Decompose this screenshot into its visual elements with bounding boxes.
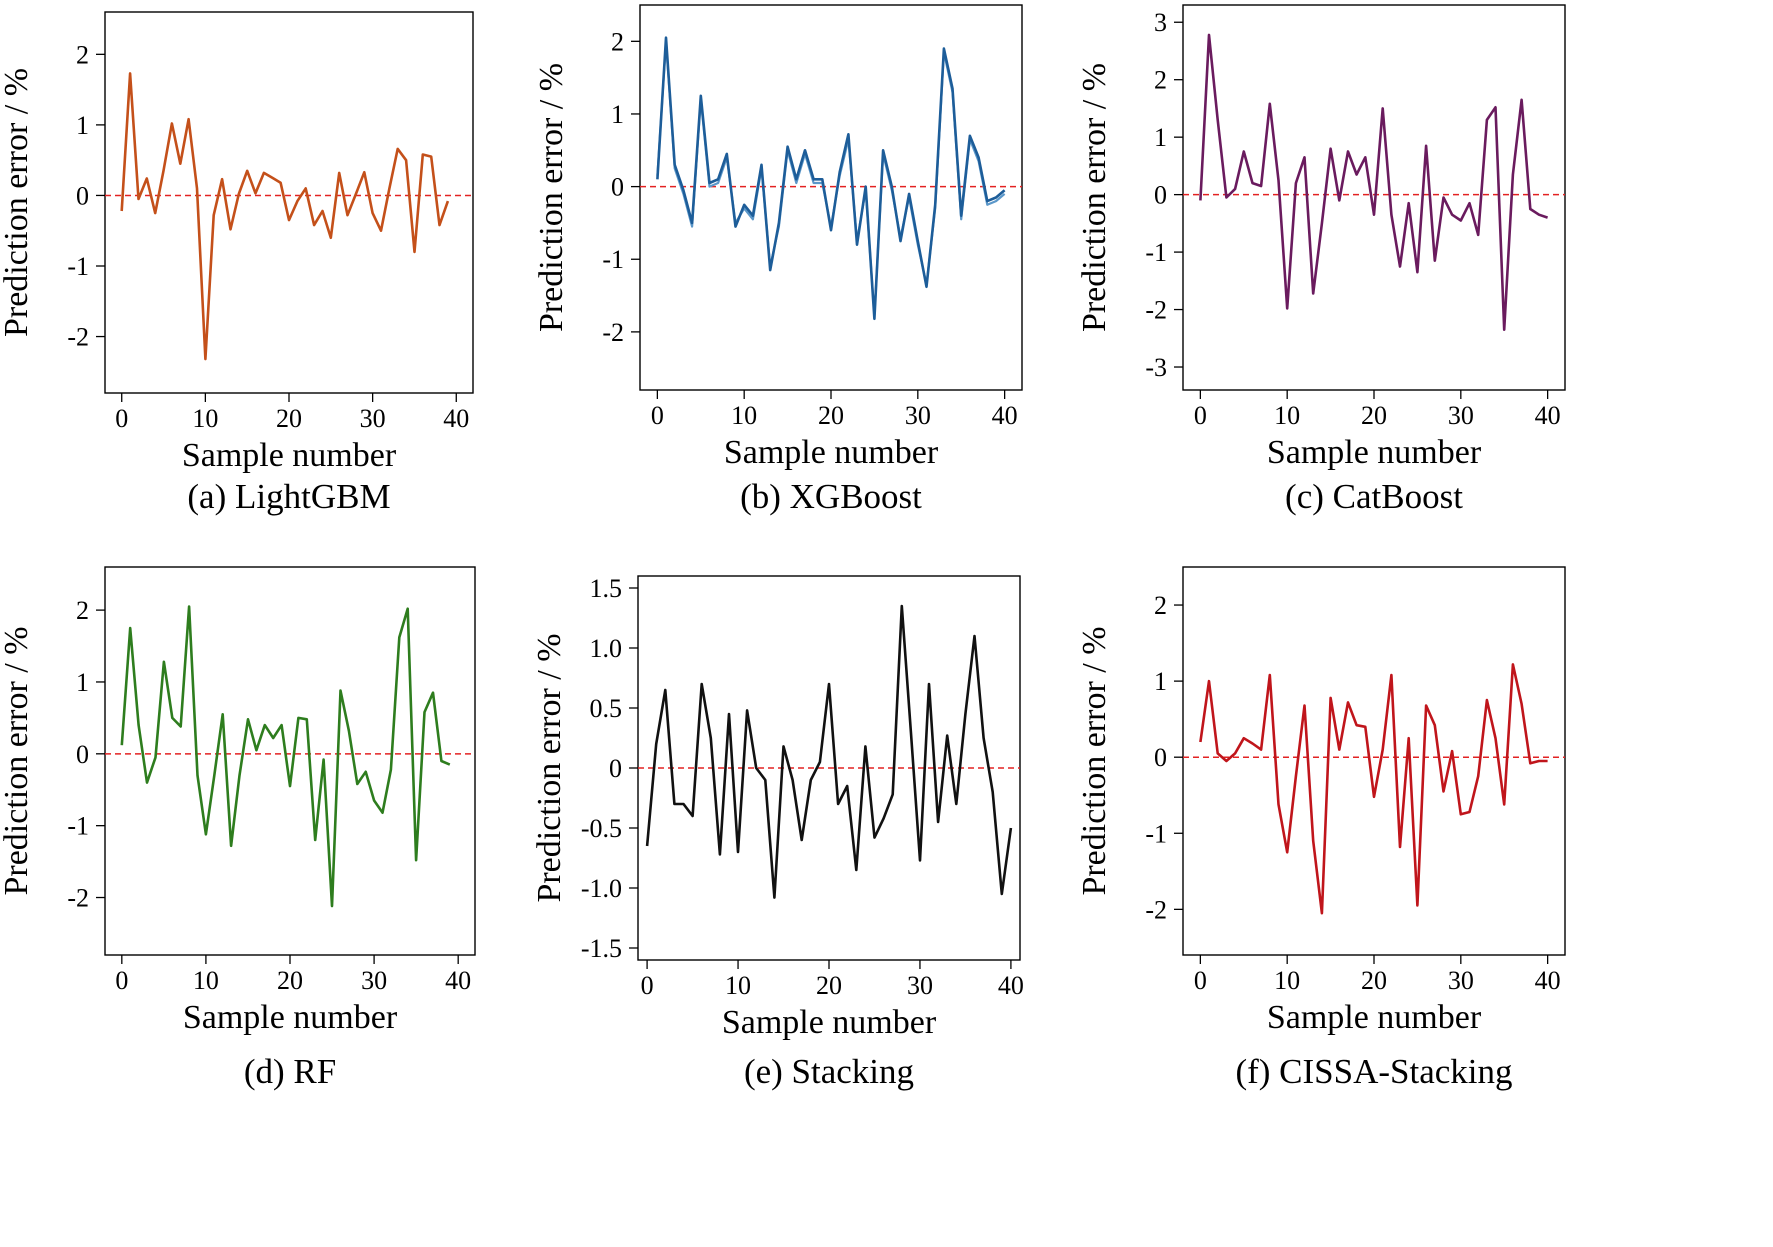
y-tick-label: 0 [1154,743,1167,772]
x-tick-label: 10 [1274,401,1300,430]
x-tick-label: 30 [907,971,933,1000]
y-tick-label: 2 [1154,591,1167,620]
x-tick-label: 0 [1194,401,1207,430]
series-line-series [645,604,1013,899]
x-tick-label: 40 [998,971,1024,1000]
x-tick-label: 20 [818,401,844,430]
y-tick-label: 1.0 [590,634,623,663]
y-tick-label: 2 [76,40,89,69]
y-tick-label: 0 [1154,181,1167,210]
y-tick-label: -1 [602,245,624,274]
x-tick-label: 10 [725,971,751,1000]
x-tick-label: 30 [360,404,386,433]
x-tick-label: 40 [992,401,1018,430]
y-tick-label: 1 [1154,123,1167,152]
series-line-series [120,72,450,361]
y-tick-label: 1 [1154,667,1167,696]
x-tick-label: 10 [193,966,219,995]
x-axis-title: Sample number [1267,434,1482,471]
x-tick-label: 10 [1274,966,1300,995]
series-line-primary [656,36,1006,321]
y-tick-label: 0 [611,173,624,202]
x-tick-label: 0 [1194,966,1207,995]
series-line-series [120,605,451,908]
y-tick-label: -1.5 [581,934,622,963]
x-tick-label: 20 [276,404,302,433]
y-axis-title: Prediction error / % [0,626,35,895]
chart-panel-6: 0 10 20 30 40 -2 -1 0 1 2 Sample number Prediction … [1076,566,1566,1091]
chart-panel-5: 0 10 20 30 40 -1.5 -1.0 -0.5 0 0.5 1.0 1.5 Sample nu… [531,574,1024,1091]
x-tick-label: 30 [361,966,387,995]
y-axis-title: Prediction error / % [0,68,35,337]
x-tick-label: 10 [192,404,218,433]
plot-frame [639,4,1023,391]
chart-caption: (f) CISSA-Stacking [1235,1052,1512,1091]
chart-panel-3: 0 10 20 30 40 -3 -2 -1 0 1 2 3 Sample number Predicti… [1076,4,1566,516]
x-tick-label: 40 [443,404,469,433]
y-tick-label: -1 [1145,238,1167,267]
chart-panel-1: 0 10 20 30 40 -2 -1 0 1 2 Sample number Prediction … [0,11,474,516]
y-tick-label: -1.0 [581,874,622,903]
y-tick-label: 1 [76,111,89,140]
y-axis-title: Prediction error / % [531,633,568,902]
y-tick-label: -2 [602,318,624,347]
x-tick-label: 0 [641,971,654,1000]
x-tick-label: 0 [115,966,128,995]
y-axis-title: Prediction error / % [533,63,570,332]
y-tick-label: -2 [67,323,89,352]
y-tick-label: 3 [1154,8,1167,37]
x-tick-label: 0 [651,401,664,430]
x-tick-label: 30 [905,401,931,430]
x-tick-label: 20 [277,966,303,995]
y-tick-label: -1 [1145,819,1167,848]
chart-caption: (c) CatBoost [1285,477,1463,516]
series-line-series [1199,663,1548,915]
y-tick-label: 2 [1154,66,1167,95]
y-tick-label: -0.5 [581,814,622,843]
y-tick-label: -3 [1145,353,1167,382]
x-tick-label: 20 [1361,966,1387,995]
x-axis-title: Sample number [724,434,939,471]
y-tick-label: 0 [76,181,89,210]
chart-caption: (a) LightGBM [187,477,390,516]
plot-frame [1182,4,1566,391]
y-tick-label: -1 [67,812,89,841]
x-tick-label: 0 [115,404,128,433]
x-tick-label: 30 [1448,966,1474,995]
x-tick-label: 20 [1361,401,1387,430]
chart-panel-2: 0 10 20 30 40 -2 -1 0 1 2 Sample number Prediction … [533,4,1023,516]
y-axis-title: Prediction error / % [1076,63,1113,332]
x-tick-label: 40 [445,966,471,995]
y-tick-label: 2 [611,27,624,56]
y-tick-label: 1 [611,100,624,129]
y-tick-label: -2 [1145,296,1167,325]
x-tick-label: 40 [1535,966,1561,995]
series-line-series [1199,33,1549,332]
x-tick-label: 20 [816,971,842,1000]
chart-caption: (b) XGBoost [740,477,922,516]
y-tick-label: -2 [1145,895,1167,924]
y-tick-label: 0 [76,740,89,769]
y-tick-label: 0.5 [590,694,623,723]
y-axis-title: Prediction error / % [1076,626,1113,895]
chart-caption: (d) RF [244,1052,336,1091]
x-axis-title: Sample number [722,1004,937,1041]
chart-caption: (e) Stacking [744,1052,914,1091]
y-tick-label: -2 [67,884,89,913]
x-axis-title: Sample number [183,999,398,1036]
x-axis-title: Sample number [1267,999,1482,1036]
y-tick-label: 0 [609,754,622,783]
x-axis-title: Sample number [182,437,397,474]
x-tick-label: 40 [1535,401,1561,430]
x-tick-label: 30 [1448,401,1474,430]
chart-panel-4: 0 10 20 30 40 -2 -1 0 1 2 Sample number Prediction … [0,566,476,1091]
y-tick-label: 2 [76,596,89,625]
y-tick-label: -1 [67,252,89,281]
y-tick-label: 1.5 [590,574,623,603]
y-tick-label: 1 [76,668,89,697]
x-tick-label: 10 [731,401,757,430]
plot-frame [104,566,476,956]
